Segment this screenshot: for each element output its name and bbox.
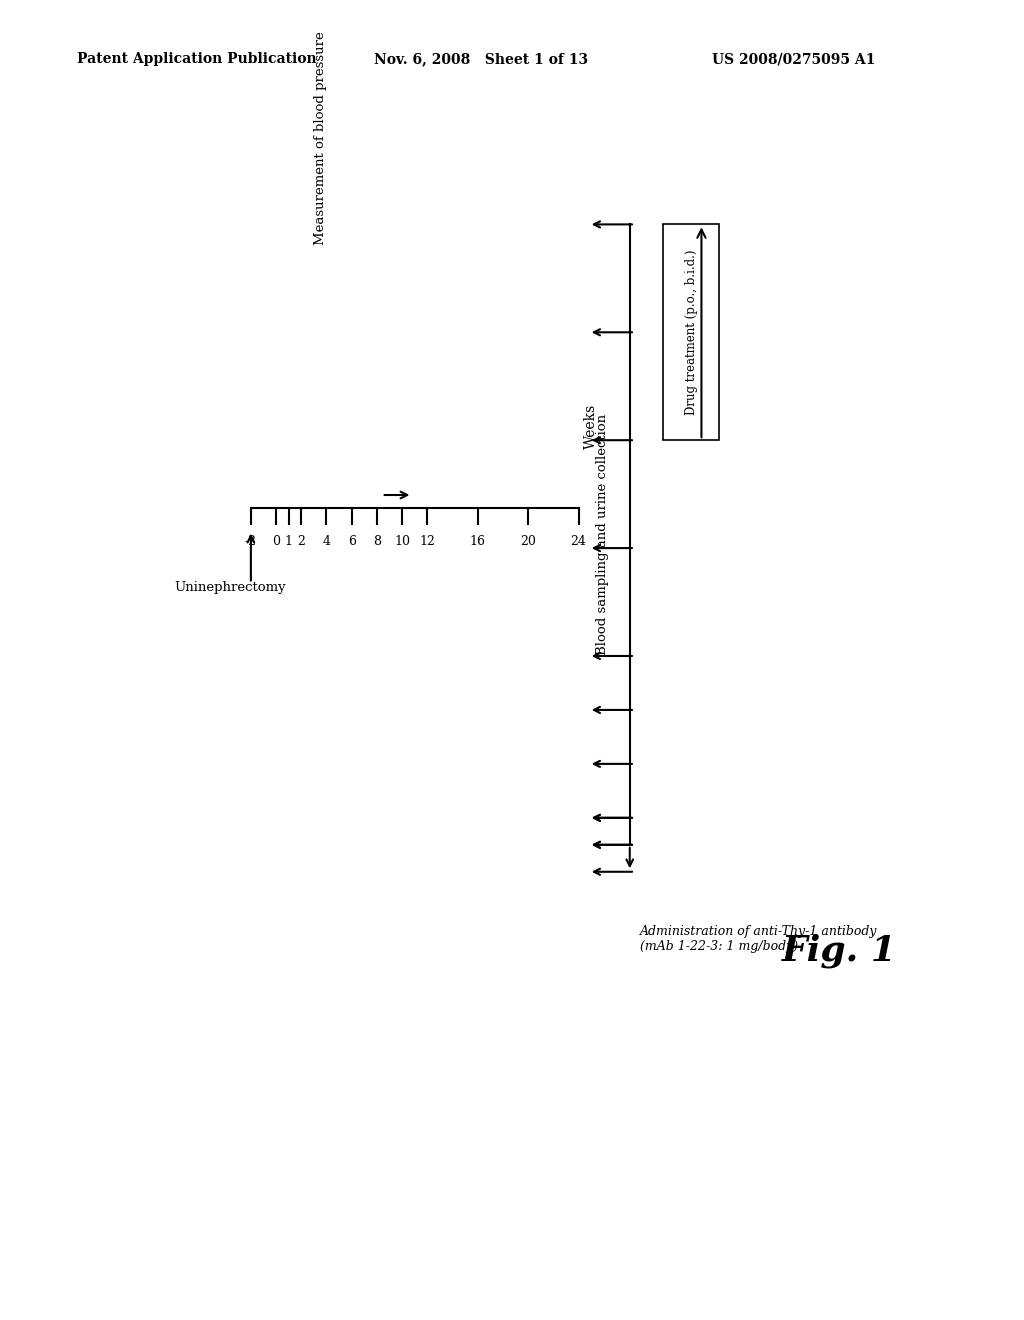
Text: Drug treatment (p.o., b.i.d.): Drug treatment (p.o., b.i.d.)	[685, 249, 697, 414]
Text: 12: 12	[420, 535, 435, 548]
Text: Uninephrectomy: Uninephrectomy	[174, 581, 287, 594]
Text: Measurement of blood pressure: Measurement of blood pressure	[313, 32, 327, 246]
Text: 1: 1	[285, 535, 293, 548]
Text: Patent Application Publication: Patent Application Publication	[77, 53, 316, 66]
Text: Weeks: Weeks	[584, 404, 598, 449]
Text: 24: 24	[570, 535, 587, 548]
Text: Fig. 1: Fig. 1	[782, 933, 897, 968]
Text: 6: 6	[348, 535, 355, 548]
Text: Administration of anti-Thy-1 antibody
(mAb 1-22-3: 1 mg/body): Administration of anti-Thy-1 antibody (m…	[640, 924, 878, 953]
Text: 20: 20	[520, 535, 537, 548]
Text: 16: 16	[470, 535, 485, 548]
Bar	[664, 224, 720, 440]
Text: 8: 8	[373, 535, 381, 548]
Text: 4: 4	[323, 535, 331, 548]
Text: Nov. 6, 2008   Sheet 1 of 13: Nov. 6, 2008 Sheet 1 of 13	[374, 53, 588, 66]
Text: US 2008/0275095 A1: US 2008/0275095 A1	[712, 53, 876, 66]
Text: 10: 10	[394, 535, 411, 548]
Text: -2: -2	[245, 535, 257, 548]
Text: Blood sampling and urine collection: Blood sampling and urine collection	[596, 414, 609, 655]
Text: 0: 0	[272, 535, 281, 548]
Text: 2: 2	[297, 535, 305, 548]
